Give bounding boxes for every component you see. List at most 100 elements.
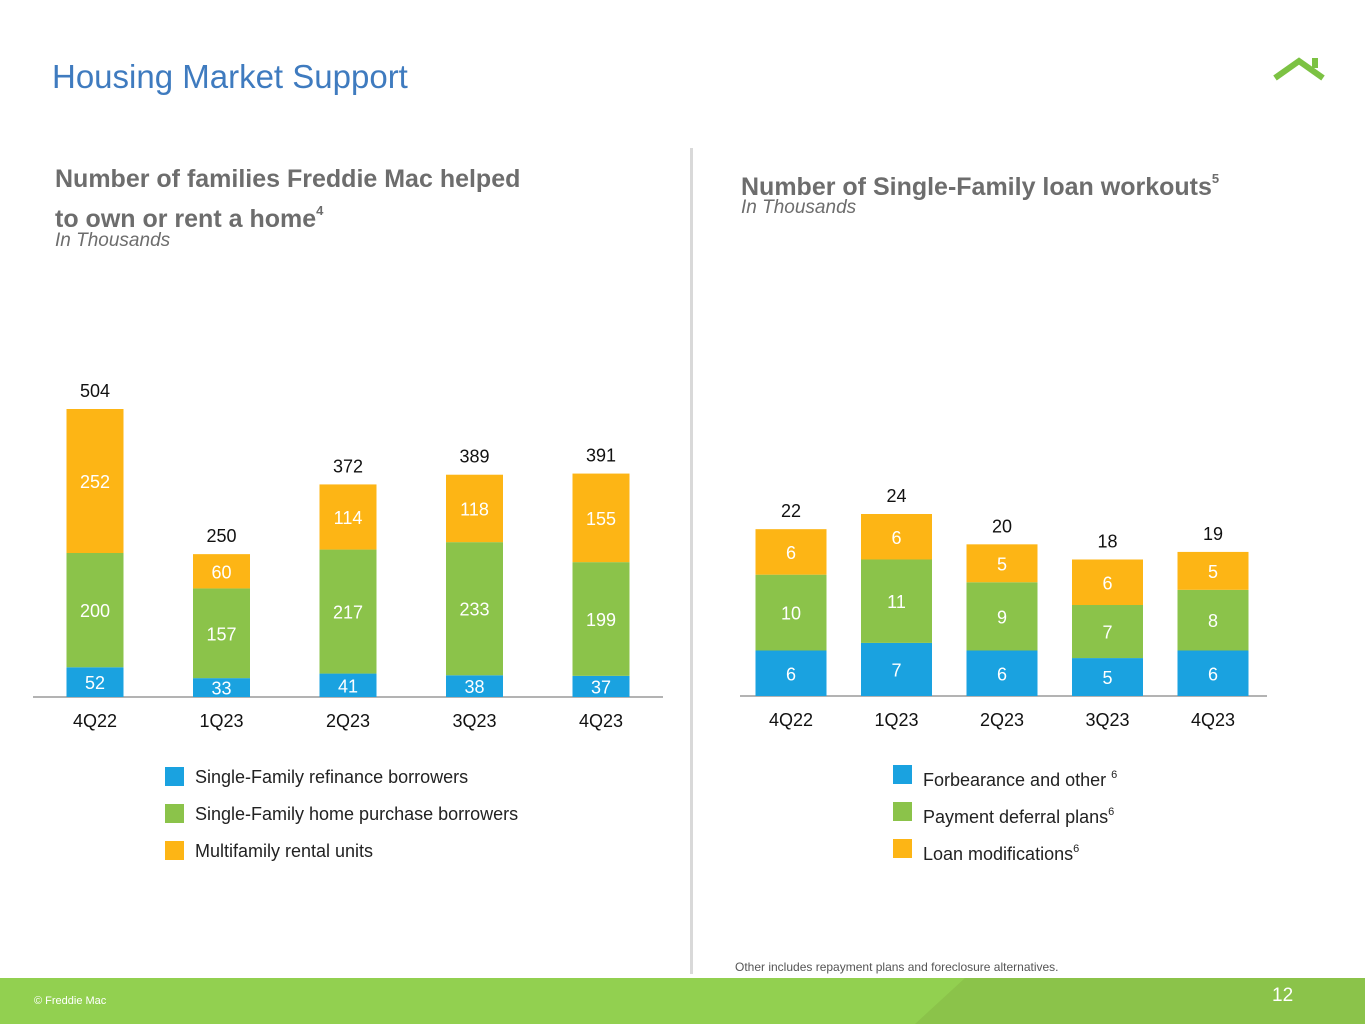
- data-label: 9: [997, 607, 1007, 627]
- data-label: 5: [1102, 668, 1112, 688]
- data-label: 6: [891, 528, 901, 548]
- data-label: 60: [211, 562, 231, 582]
- x-tick-label: 2Q23: [326, 711, 370, 731]
- legend-swatch-green: [165, 804, 184, 823]
- bar-segment: [1072, 559, 1143, 605]
- copyright: © Freddie Mac: [34, 995, 107, 1007]
- bar-segment: [1177, 589, 1249, 651]
- left-chart-title-line1: Number of families Freddie Mac helped: [55, 165, 521, 193]
- bar-segment: [572, 473, 630, 563]
- legend-label-text: Forbearance and other: [923, 770, 1112, 790]
- x-tick-label: 2Q23: [980, 710, 1024, 730]
- data-label: 6: [786, 664, 796, 684]
- bar-segment: [319, 549, 377, 674]
- legend-swatch-orange: [165, 841, 184, 860]
- x-tick-label: 1Q23: [874, 710, 918, 730]
- data-label: 199: [586, 610, 616, 630]
- bar-segment: [1177, 551, 1249, 590]
- data-label: 8: [1208, 611, 1218, 631]
- x-tick-label: 4Q23: [1191, 710, 1235, 730]
- bar-segment: [861, 514, 932, 560]
- total-label: 372: [333, 456, 363, 476]
- data-label: 5: [1208, 562, 1218, 582]
- bar-segment: [755, 529, 827, 575]
- page-title: Housing Market Support: [52, 58, 408, 95]
- data-label: 7: [1102, 623, 1112, 643]
- data-label: 6: [786, 543, 796, 563]
- legend-label: Loan modifications6: [923, 839, 1079, 865]
- data-label: 41: [338, 676, 358, 696]
- bar-segment: [1177, 650, 1249, 696]
- left-chart-title: Number of families Freddie Mac helped to …: [55, 163, 615, 235]
- bar-segment: [193, 678, 250, 697]
- bar-segment: [861, 559, 932, 643]
- data-label: 38: [464, 677, 484, 697]
- total-label: 24: [886, 486, 906, 506]
- legend-swatch-orange: [893, 839, 912, 858]
- bar-segment: [755, 650, 827, 696]
- total-label: 22: [781, 501, 801, 521]
- data-label: 114: [334, 508, 363, 528]
- legend-label: Payment deferral plans6: [923, 802, 1114, 828]
- bar-segment: [1072, 658, 1143, 696]
- data-label: 217: [333, 603, 363, 623]
- data-label: 155: [586, 509, 616, 529]
- legend-label-text: Payment deferral plans: [923, 807, 1109, 827]
- bar-segment: [193, 554, 250, 589]
- legend-label-text: Loan modifications: [923, 844, 1074, 864]
- legend-footnote: 6: [1108, 806, 1115, 818]
- right-chart-title: Number of Single-Family loan workouts5: [741, 163, 1341, 203]
- bar-segment: [966, 650, 1038, 696]
- data-label: 233: [459, 600, 489, 620]
- data-label: 11: [887, 592, 906, 612]
- bar-segment: [446, 675, 503, 697]
- x-tick-label: 3Q23: [452, 711, 496, 731]
- bar-segment: [66, 667, 124, 697]
- left-chart-title-line2: to own or rent a home: [55, 205, 317, 233]
- total-label: 19: [1203, 524, 1223, 544]
- right-chart-title-line1: Number of Single-Family loan workouts: [741, 173, 1212, 201]
- data-label: 5: [997, 554, 1007, 574]
- legend-footnote: 6: [1111, 769, 1118, 781]
- data-label: 10: [781, 604, 801, 624]
- data-label: 252: [80, 472, 110, 492]
- bar-segment: [861, 642, 932, 696]
- total-label: 18: [1097, 532, 1117, 552]
- bar-segment: [446, 474, 503, 543]
- legend-swatch-blue: [893, 765, 912, 784]
- bar-segment: [66, 553, 124, 668]
- data-label: 6: [997, 664, 1007, 684]
- legend-label: Single-Family home purchase borrowers: [195, 804, 519, 824]
- data-label: 33: [211, 679, 231, 699]
- bar-segment: [755, 574, 827, 651]
- data-label: 200: [80, 601, 110, 621]
- total-label: 250: [206, 526, 236, 546]
- bar-segment: [966, 544, 1038, 583]
- data-label: 52: [85, 673, 105, 693]
- house-logo-icon: [1273, 57, 1325, 81]
- legend-swatch-blue: [165, 767, 184, 786]
- legend-swatch-green: [893, 802, 912, 821]
- data-label: 157: [206, 624, 236, 644]
- bar-segment: [193, 588, 250, 679]
- bar-segment: [966, 582, 1038, 651]
- left-chart-title-footnote: 4: [316, 203, 324, 218]
- bar-segment: [572, 562, 630, 676]
- legend-label: Forbearance and other 6: [923, 765, 1117, 791]
- x-tick-label: 4Q22: [73, 711, 117, 731]
- footnote: Other includes repayment plans and forec…: [735, 960, 1059, 974]
- page-number: 12: [1272, 985, 1294, 1006]
- left-chart-subtitle: In Thousands: [55, 230, 171, 251]
- bar-segment: [66, 409, 124, 553]
- legend-label: Single-Family refinance borrowers: [195, 767, 469, 787]
- x-tick-label: 3Q23: [1085, 710, 1129, 730]
- total-label: 389: [459, 447, 489, 467]
- total-label: 20: [992, 516, 1012, 536]
- bar-segment: [572, 675, 630, 697]
- panel-divider: [690, 148, 693, 974]
- x-tick-label: 4Q22: [769, 710, 813, 730]
- total-label: 391: [586, 446, 616, 466]
- footer-bar: © Freddie Mac 12: [0, 978, 1365, 1024]
